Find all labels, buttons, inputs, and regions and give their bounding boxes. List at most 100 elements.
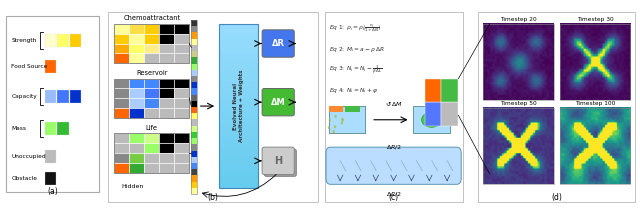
- Bar: [144, 134, 159, 143]
- Bar: [424, 79, 442, 102]
- Bar: [220, 176, 258, 180]
- Text: Chemoattractant: Chemoattractant: [123, 15, 180, 21]
- Bar: [220, 163, 258, 168]
- Bar: [220, 57, 258, 61]
- Bar: [413, 106, 450, 134]
- Bar: [159, 24, 174, 34]
- Text: (d): (d): [552, 193, 562, 202]
- Bar: [114, 24, 189, 63]
- Bar: [191, 57, 196, 64]
- Ellipse shape: [422, 112, 442, 127]
- Text: $\Delta R/2$: $\Delta R/2$: [386, 143, 401, 151]
- Bar: [129, 79, 144, 88]
- Bar: [329, 106, 344, 112]
- Text: $Eq\ 1\!\!:\ \rho_i = \rho_i\!\left(\!\frac{n_i}{1+\Delta N}\!\right)$: $Eq\ 1\!\!:\ \rho_i = \rho_i\!\left(\!\f…: [329, 22, 381, 34]
- Bar: [220, 110, 258, 114]
- Bar: [174, 24, 189, 34]
- FancyBboxPatch shape: [326, 147, 461, 184]
- Bar: [220, 98, 258, 102]
- Bar: [191, 113, 196, 119]
- Bar: [129, 153, 144, 163]
- Text: $\circlearrowleft\Delta M$: $\circlearrowleft\Delta M$: [384, 100, 403, 108]
- Bar: [144, 79, 159, 88]
- Bar: [220, 168, 258, 172]
- Bar: [174, 88, 189, 98]
- Bar: [220, 69, 258, 73]
- Bar: [220, 49, 258, 53]
- Bar: [220, 151, 258, 155]
- Bar: [560, 24, 630, 100]
- Text: (c): (c): [388, 193, 399, 202]
- Text: Reservoir: Reservoir: [136, 70, 168, 76]
- Bar: [191, 32, 196, 39]
- Bar: [346, 106, 360, 112]
- Text: ΔM: ΔM: [271, 98, 285, 107]
- Bar: [191, 157, 196, 163]
- Bar: [57, 90, 68, 103]
- Bar: [560, 108, 630, 184]
- Bar: [220, 28, 258, 32]
- Bar: [45, 34, 56, 47]
- Bar: [174, 143, 189, 153]
- Bar: [114, 79, 129, 88]
- Bar: [114, 153, 129, 163]
- Bar: [45, 172, 56, 186]
- Bar: [129, 34, 144, 43]
- Bar: [220, 155, 258, 160]
- Bar: [114, 79, 189, 118]
- Bar: [191, 175, 196, 182]
- Text: Mass: Mass: [11, 126, 26, 131]
- Bar: [329, 106, 365, 134]
- Text: Capacity: Capacity: [11, 94, 37, 99]
- FancyBboxPatch shape: [6, 16, 99, 192]
- Bar: [114, 163, 129, 173]
- Bar: [45, 60, 56, 73]
- Text: Timestep 20: Timestep 20: [500, 17, 537, 22]
- Bar: [129, 163, 144, 173]
- Bar: [144, 43, 159, 53]
- Bar: [70, 34, 81, 47]
- Bar: [144, 153, 159, 163]
- Bar: [483, 24, 554, 100]
- Bar: [144, 24, 159, 34]
- Bar: [57, 122, 68, 135]
- Bar: [220, 118, 258, 123]
- Bar: [220, 131, 258, 135]
- Bar: [220, 123, 258, 127]
- Bar: [220, 102, 258, 106]
- Bar: [191, 20, 196, 26]
- Circle shape: [334, 125, 336, 128]
- Text: Food Source: Food Source: [11, 64, 47, 69]
- Bar: [220, 24, 258, 188]
- Bar: [114, 53, 129, 63]
- Bar: [70, 90, 81, 103]
- Bar: [129, 88, 144, 98]
- Bar: [159, 98, 174, 108]
- Text: (b): (b): [207, 193, 218, 202]
- Bar: [220, 135, 258, 139]
- Text: $Eq\ 2\!\!:\ M_i = a - \rho\,\Delta R$: $Eq\ 2\!\!:\ M_i = a - \rho\,\Delta R$: [329, 45, 385, 54]
- Circle shape: [340, 121, 343, 124]
- Bar: [144, 34, 159, 43]
- Bar: [191, 39, 196, 45]
- Bar: [144, 98, 159, 108]
- Bar: [174, 34, 189, 43]
- Bar: [220, 147, 258, 151]
- Bar: [220, 180, 258, 184]
- Bar: [191, 138, 196, 144]
- Bar: [191, 132, 196, 138]
- Circle shape: [335, 115, 337, 118]
- Bar: [191, 107, 196, 113]
- Bar: [220, 139, 258, 143]
- Bar: [159, 43, 174, 53]
- Text: (a): (a): [47, 187, 58, 196]
- Bar: [159, 34, 174, 43]
- Bar: [483, 108, 554, 184]
- Bar: [174, 79, 189, 88]
- Bar: [114, 98, 129, 108]
- Bar: [174, 43, 189, 53]
- Bar: [114, 88, 129, 98]
- Bar: [129, 53, 144, 63]
- Text: Timestep 30: Timestep 30: [577, 17, 614, 22]
- Circle shape: [333, 130, 335, 133]
